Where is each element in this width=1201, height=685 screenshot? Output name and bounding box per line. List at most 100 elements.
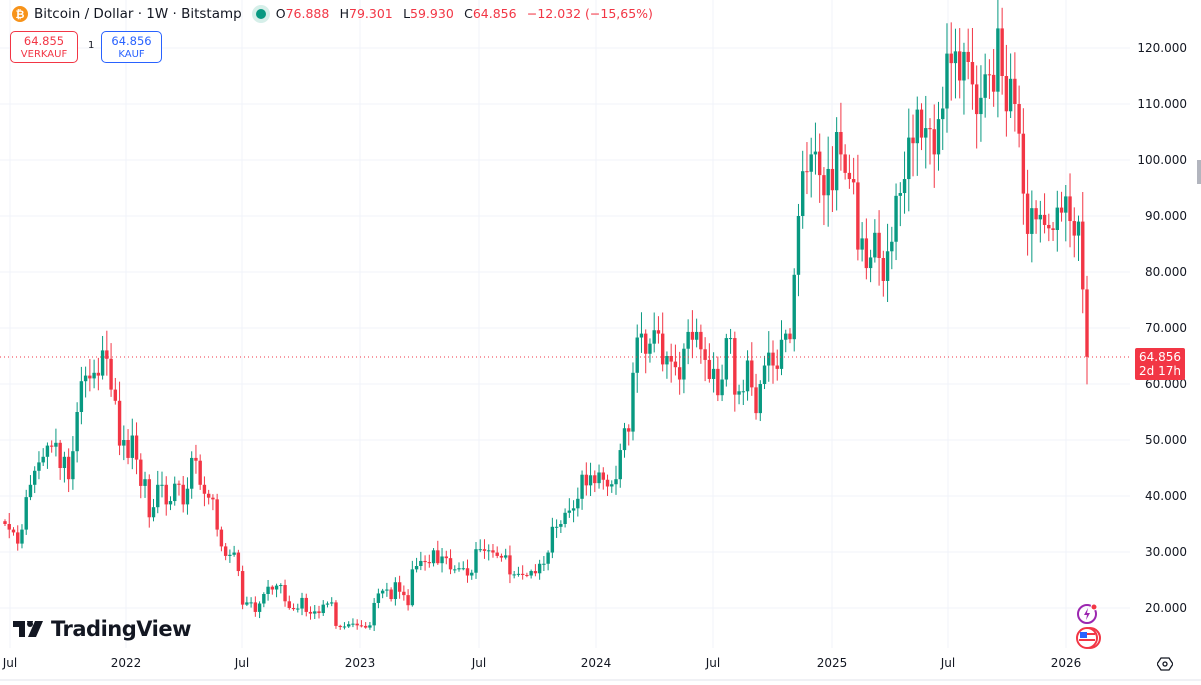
candle-body	[834, 132, 839, 191]
x-tick-label: Jul	[2, 656, 18, 670]
candle	[868, 249, 873, 283]
candle	[817, 133, 822, 203]
candle-body	[945, 53, 949, 109]
candle	[890, 226, 894, 270]
candle-body	[198, 460, 202, 485]
candle	[1055, 190, 1059, 252]
candle-body	[406, 595, 410, 606]
candle	[33, 466, 37, 494]
candle	[932, 104, 936, 188]
candle	[20, 524, 24, 549]
candle	[775, 349, 779, 381]
candle	[427, 554, 432, 568]
candle	[151, 498, 156, 522]
candle-body	[228, 554, 232, 556]
candle-body	[694, 331, 699, 340]
candle	[499, 553, 504, 562]
buy-button[interactable]: 64.856 KAUF	[101, 31, 162, 63]
candle-body	[686, 331, 690, 349]
candle	[724, 333, 729, 387]
y-tick-label: 60.000	[1145, 377, 1187, 391]
candle-body	[368, 625, 372, 628]
candle	[487, 544, 491, 561]
sell-price: 64.855	[23, 34, 65, 48]
tradingview-logo[interactable]: TradingView	[13, 617, 191, 641]
sell-button[interactable]: 64.855 VERKAUF	[10, 31, 78, 63]
candle	[105, 330, 109, 376]
candle	[448, 549, 453, 575]
lightning-alert-icon[interactable]	[1076, 602, 1100, 626]
candle	[232, 545, 236, 557]
candle	[173, 476, 177, 506]
candle-body	[308, 611, 313, 614]
candle-body	[546, 552, 550, 564]
candle-body	[177, 483, 181, 485]
candle-body	[1055, 207, 1059, 230]
candle	[16, 525, 20, 551]
candle	[62, 451, 67, 483]
candle-body	[173, 483, 177, 502]
candle-body	[885, 251, 890, 281]
candle-body	[537, 563, 542, 574]
candle-body	[304, 597, 308, 612]
candle-body	[461, 568, 465, 570]
candle-body	[894, 195, 898, 242]
candle	[45, 442, 50, 469]
candle	[784, 329, 788, 353]
candle	[393, 577, 398, 606]
candle	[410, 560, 415, 607]
candle-body	[966, 51, 970, 62]
candle-body	[784, 333, 788, 340]
candle	[1004, 44, 1009, 137]
candle	[996, 0, 1000, 118]
symbol-title[interactable]: Bitcoin / Dollar · 1W · Bitstamp	[34, 6, 242, 22]
candle	[270, 585, 275, 595]
candle	[117, 381, 122, 456]
candle-body	[584, 474, 589, 486]
y-tick-label: 20.000	[1145, 601, 1187, 615]
candle	[915, 96, 919, 176]
candle-body	[1064, 196, 1068, 213]
x-tick-label: 2023	[344, 656, 376, 670]
symbol-header[interactable]: ₿ Bitcoin / Dollar · 1W · Bitstamp O76.8…	[12, 6, 653, 22]
candle-body	[325, 603, 330, 605]
candle	[571, 500, 576, 523]
candle	[754, 373, 758, 420]
candle	[219, 526, 224, 552]
candle	[296, 603, 300, 613]
candle-body	[7, 524, 11, 530]
candle-body	[610, 484, 614, 487]
candle	[597, 464, 601, 489]
candle	[257, 601, 262, 619]
candle	[287, 595, 291, 610]
candle	[584, 462, 589, 496]
candle	[953, 28, 958, 99]
candle	[58, 439, 62, 480]
candle-body	[151, 507, 156, 518]
candle-body	[953, 51, 958, 64]
scrollbar-handle[interactable]	[1197, 160, 1201, 184]
candle	[516, 566, 521, 577]
buy-label: KAUF	[118, 49, 145, 60]
candle-body	[440, 556, 444, 564]
candle-body	[813, 151, 818, 155]
candle	[1000, 7, 1004, 95]
candle	[185, 477, 190, 515]
x-tick-label: 2024	[580, 656, 612, 670]
us-flag-icon[interactable]	[1076, 627, 1102, 649]
settings-hexagon-icon[interactable]	[1157, 656, 1173, 672]
candle-body	[571, 508, 576, 511]
candle	[321, 600, 325, 616]
candle	[37, 451, 41, 480]
candle-body	[924, 128, 928, 138]
candle	[771, 340, 775, 384]
candle-body	[62, 456, 67, 468]
candle-body	[58, 442, 62, 468]
candle	[830, 146, 835, 213]
candle-body	[898, 193, 903, 196]
candle	[974, 65, 979, 149]
candle	[792, 268, 796, 352]
candle	[351, 618, 355, 628]
candle-body	[495, 552, 499, 556]
